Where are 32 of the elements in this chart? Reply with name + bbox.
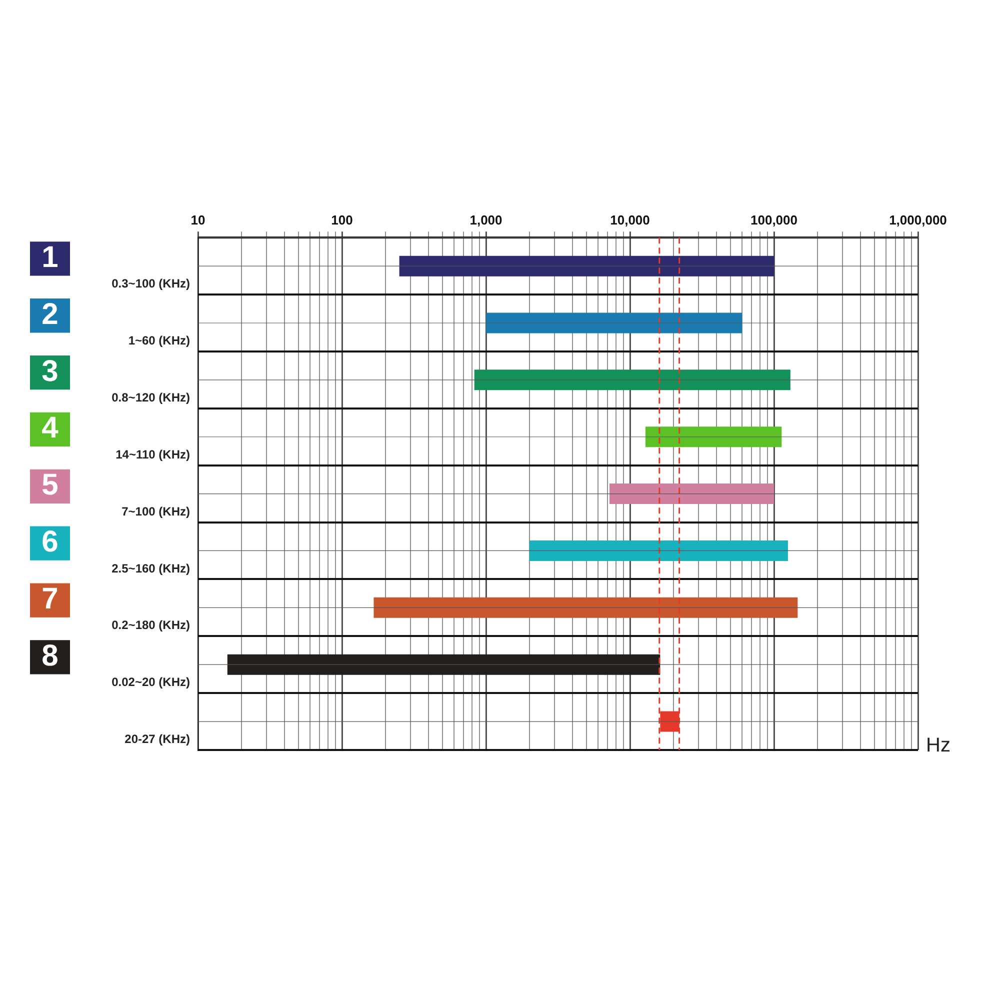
y-tick-label: 0.02~20 (KHz)	[112, 675, 190, 690]
x-tick-label: 1,000,000	[889, 212, 947, 228]
x-tick-label: 10	[190, 212, 206, 228]
text: 3	[42, 354, 58, 388]
y-tick-label: 14~110 (KHz)	[116, 447, 190, 462]
y-tick-label: 7~100 (KHz)	[122, 504, 190, 518]
text: 2	[42, 298, 58, 331]
y-tick-label: 0.8~120 (KHz)	[112, 390, 190, 404]
bar	[399, 256, 774, 276]
text: 7	[42, 582, 58, 616]
bar	[474, 370, 790, 390]
bar	[374, 597, 798, 618]
bar	[529, 540, 788, 561]
text: 1	[42, 240, 58, 274]
bar	[227, 654, 660, 675]
text: 5	[42, 468, 58, 502]
y-tick-label: 1~60 (KHz)	[128, 334, 190, 348]
x-axis-title: Hz	[926, 734, 950, 757]
x-tick-label: 1,000	[470, 212, 502, 228]
x-tick-label: 100,000	[750, 212, 798, 228]
y-tick-label: 0.3~100 (KHz)	[112, 276, 190, 291]
text: 8	[42, 639, 58, 672]
x-tick-label: 100	[331, 212, 353, 228]
bar	[609, 484, 774, 504]
bar	[645, 426, 782, 448]
x-tick-label: 10,000	[610, 212, 650, 228]
y-tick-label: 0.2~180 (KHz)	[112, 618, 190, 632]
y-tick-label: 2.5~160 (KHz)	[112, 561, 190, 576]
y-tick-label: 20-27 (KHz)	[124, 732, 190, 746]
bar	[486, 312, 742, 334]
text: 6	[42, 526, 58, 559]
text: 4	[42, 412, 59, 445]
